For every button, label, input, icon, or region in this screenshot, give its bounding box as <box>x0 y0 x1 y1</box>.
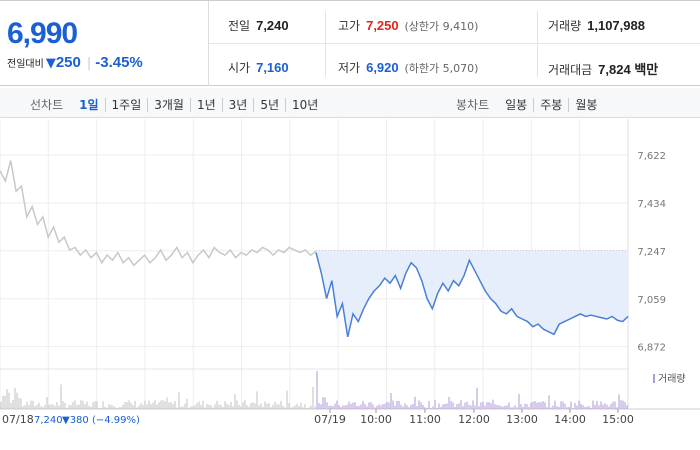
tab-5y[interactable]: 5년 <box>253 98 286 112</box>
x-tick-label: 15:00 <box>602 413 634 426</box>
line-chart-tabs: 선차트 1일 1주일 3개월 1년 3년 5년 10년 <box>30 96 325 113</box>
prev-close-label: 전일 <box>228 19 251 33</box>
tab-3m[interactable]: 3개월 <box>147 98 190 112</box>
series-line-today <box>315 252 629 338</box>
prev-day-label: 07/18 <box>2 413 34 426</box>
tab-10y[interactable]: 10년 <box>285 98 325 112</box>
stat-volume: 거래량 1,107,988 <box>548 17 645 34</box>
change-value: 250 <box>55 54 81 71</box>
stat-amount: 거래대금 7,824 백만 <box>548 59 658 78</box>
volume-legend-swatch <box>653 374 655 383</box>
separator: | <box>86 56 92 71</box>
tab-1d[interactable]: 1일 <box>79 98 99 112</box>
row-divider <box>209 43 700 44</box>
tab-monthly[interactable]: 월봉 <box>568 98 604 112</box>
low-label: 저가 <box>338 61 361 75</box>
series-area-today <box>316 250 628 337</box>
candle-chart-tabs: 봉차트 일봉 주봉 월봉 <box>456 96 604 113</box>
change-label: 전일대비 <box>7 59 44 70</box>
y-tick-label: 7,434 <box>637 199 666 210</box>
column-divider <box>537 11 538 77</box>
high-value: 7,250 <box>366 18 399 33</box>
x-tick-label: 13:00 <box>506 413 538 426</box>
lower-limit: (하한가 5,070) <box>404 62 479 75</box>
price-box: 6,990 전일대비 ▼250 | -3.45% <box>0 1 209 86</box>
prev-day-close: 7,240 <box>34 415 63 426</box>
open-label: 시가 <box>228 61 251 75</box>
amount-label: 거래대금 <box>548 63 593 77</box>
series-line-prev-day <box>0 160 317 267</box>
tab-1w[interactable]: 1주일 <box>104 98 148 112</box>
change-row: 전일대비 ▼250 | -3.45% <box>7 54 143 71</box>
change-percent: -3.45% <box>95 54 143 71</box>
prev-day-change: ▼380 (−4.99%) <box>62 415 140 426</box>
x-tick-label: 11:00 <box>409 413 441 426</box>
candle-chart-title: 봉차트 <box>456 98 490 112</box>
y-tick-label: 7,247 <box>637 247 666 258</box>
stat-low: 저가 6,920 (하한가 5,070) <box>338 59 478 76</box>
x-tick-label: 10:00 <box>360 413 392 426</box>
tab-1y[interactable]: 1년 <box>189 98 222 112</box>
quote-header: 6,990 전일대비 ▼250 | -3.45% 전일 7,240 고가 7,250 (상… <box>0 0 700 86</box>
prev-close-value: 7,240 <box>256 18 289 33</box>
tab-daily[interactable]: 일봉 <box>505 98 528 112</box>
y-tick-label: 7,622 <box>637 151 666 162</box>
volume-label: 거래량 <box>548 19 582 33</box>
tab-weekly[interactable]: 주봉 <box>533 98 569 112</box>
x-tick-label: 14:00 <box>554 413 586 426</box>
low-value: 6,920 <box>366 60 399 75</box>
down-triangle-icon: ▼ <box>45 56 56 71</box>
high-label: 고가 <box>338 19 361 33</box>
y-tick-label: 6,872 <box>637 343 666 354</box>
stat-high: 고가 7,250 (상한가 9,410) <box>338 17 478 34</box>
x-tick-label: 12:00 <box>458 413 490 426</box>
open-value: 7,160 <box>256 60 289 75</box>
upper-limit: (상한가 9,410) <box>404 20 479 33</box>
tab-3y[interactable]: 3년 <box>221 98 254 112</box>
line-chart-title: 선차트 <box>30 98 64 112</box>
volume-value: 1,107,988 <box>587 18 645 33</box>
price-chart: 7,622 7,434 7,247 7,059 6,872 거래량 07/19 10:00 11… <box>0 119 700 426</box>
current-price: 6,990 <box>7 17 78 50</box>
volume-legend-label: 거래량 <box>658 373 686 385</box>
stat-open: 시가 7,160 <box>228 59 289 76</box>
x-tick-label: 07/19 <box>314 413 346 426</box>
chart-tab-bar: 선차트 1일 1주일 3개월 1년 3년 5년 10년 봉차트 일봉 주봉 월봉 <box>0 88 700 118</box>
column-divider <box>325 11 326 77</box>
stat-prev-close: 전일 7,240 <box>228 17 289 34</box>
y-tick-label: 7,059 <box>637 295 666 306</box>
amount-value: 7,824 백만 <box>598 62 659 77</box>
